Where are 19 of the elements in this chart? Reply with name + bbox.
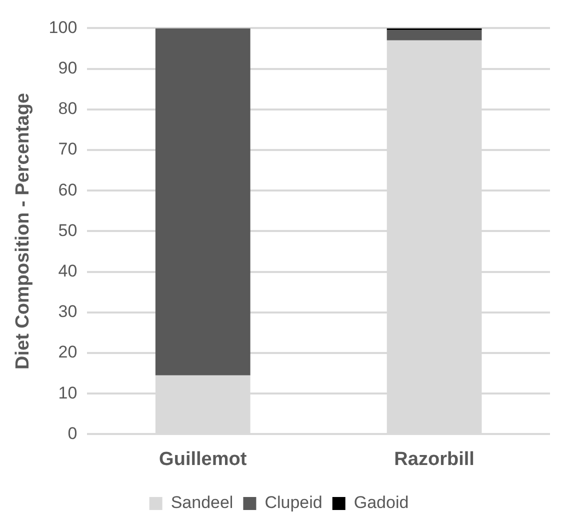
x-tick-label: Razorbill xyxy=(394,448,474,470)
legend-label: Sandeel xyxy=(170,493,234,512)
y-tick-label: 30 xyxy=(58,302,78,322)
y-tick-label: 20 xyxy=(58,342,78,362)
y-axis-title: Diet Composition - Percentage xyxy=(12,92,34,370)
y-tick-label: 70 xyxy=(58,140,78,159)
y-tick-label: 90 xyxy=(58,58,78,78)
x-tick-label: Guillemot xyxy=(159,448,248,470)
y-tick-label: 60 xyxy=(58,180,78,200)
legend-label: Gadoid xyxy=(354,493,409,512)
y-tick-label: 40 xyxy=(58,261,78,280)
bar xyxy=(386,30,482,40)
legend-label: Clupeid xyxy=(264,493,322,512)
y-tick-label: 0 xyxy=(68,424,78,443)
y-tick-label: 50 xyxy=(58,220,78,240)
bar xyxy=(155,28,250,376)
y-tick-label: 80 xyxy=(58,99,78,118)
y-tick-label: 10 xyxy=(58,383,78,402)
y-tick-label: 100 xyxy=(48,18,78,37)
